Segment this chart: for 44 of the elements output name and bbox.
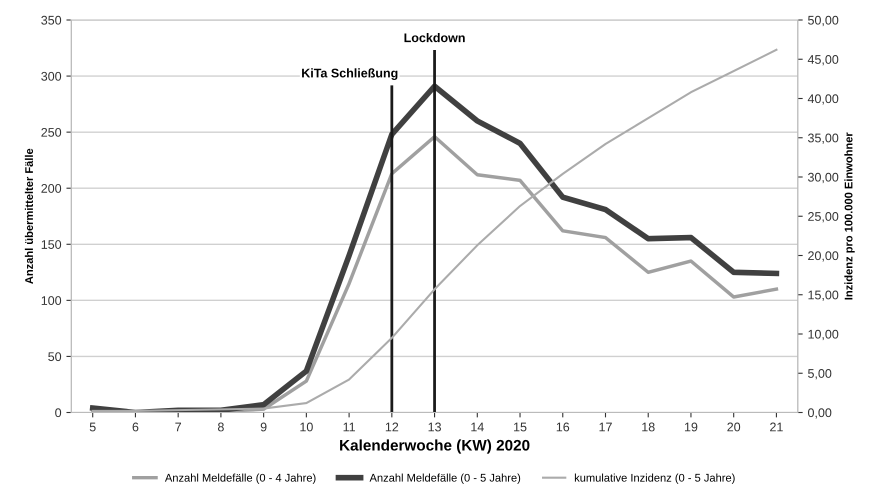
y2-tick-label: 0,00 xyxy=(808,408,832,419)
y-tick-label: 300 xyxy=(41,72,62,81)
x-tick-label: 21 xyxy=(770,422,783,432)
y2-tick-label: 35,00 xyxy=(808,134,838,144)
y2-tick-label: 30,00 xyxy=(808,172,838,184)
x-tick-label: 17 xyxy=(599,422,612,432)
y-tick-label: 250 xyxy=(41,128,62,137)
x-tick-label: 20 xyxy=(727,422,740,432)
x-tick-label: 15 xyxy=(514,422,526,432)
x-tick-label: 10 xyxy=(300,422,313,432)
y-tick-label: 0 xyxy=(55,408,62,418)
y2-tick-label: 40,00 xyxy=(808,94,838,105)
y-tick-label: 150 xyxy=(42,240,62,249)
x-tick-label: 18 xyxy=(642,422,655,432)
y-tick-label: 50 xyxy=(48,352,62,362)
x-axis-title: Kalenderwoche (KW) 2020 xyxy=(340,439,530,454)
y2-tick-label: 50,00 xyxy=(808,16,838,26)
y-tick-label: 200 xyxy=(41,184,62,193)
y2-tick-label: 45,00 xyxy=(808,55,838,66)
y2-tick-label: 10,00 xyxy=(808,330,838,340)
legend-label: Anzahl Meldefälle (0 - 5 Jahre) xyxy=(370,474,520,484)
ref-line-label: Lockdown xyxy=(404,33,465,42)
x-tick-label: 7 xyxy=(175,422,182,432)
y2-tick-label: 5,00 xyxy=(808,369,832,380)
y2-axis-title: Inzidenz pro 100.000 Einwohner xyxy=(844,132,855,300)
x-tick-label: 14 xyxy=(471,422,484,432)
x-tick-label: 11 xyxy=(344,422,355,432)
x-tick-label: 9 xyxy=(260,422,267,432)
y2-tick-label: 15,00 xyxy=(808,290,838,301)
legend-label: Anzahl Meldefälle (0 - 4 Jahre) xyxy=(164,474,316,484)
y-tick-label: 100 xyxy=(42,296,62,306)
x-tick-label: 13 xyxy=(428,422,441,432)
x-tick-label: 19 xyxy=(684,422,698,432)
x-tick-label: 8 xyxy=(218,422,224,432)
x-tick-label: 16 xyxy=(556,422,570,432)
y2-tick-label: 25,00 xyxy=(808,212,838,222)
x-tick-label: 6 xyxy=(132,422,138,432)
y2-tick-label: 20,00 xyxy=(808,251,838,262)
y-tick-label: 350 xyxy=(41,16,62,25)
y-axis-title: Anzahl übermittelter Fälle xyxy=(24,148,34,284)
legend-label: kumulative Inzidenz (0 - 5 Jahre) xyxy=(574,474,735,484)
ref-line-label: KiTa Schließung xyxy=(302,68,398,80)
x-tick-label: 12 xyxy=(386,422,398,432)
x-tick-label: 5 xyxy=(90,422,96,432)
